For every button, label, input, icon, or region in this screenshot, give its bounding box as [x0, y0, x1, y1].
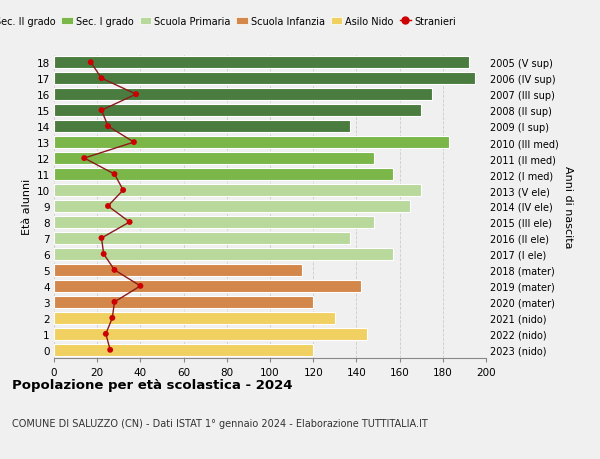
Bar: [54, 185, 421, 197]
Point: [97, 75, 106, 83]
Bar: [54, 200, 410, 213]
Point: [110, 171, 119, 179]
Point: [118, 187, 128, 194]
Point: [99, 251, 109, 258]
Point: [97, 107, 106, 115]
Bar: [54, 73, 475, 85]
Bar: [54, 121, 350, 133]
Bar: [54, 264, 302, 276]
Bar: [54, 168, 393, 181]
Point: [107, 314, 117, 322]
Bar: [54, 152, 374, 165]
Bar: [54, 312, 335, 325]
Point: [110, 267, 119, 274]
Point: [86, 59, 95, 67]
Bar: [54, 296, 313, 308]
Bar: [54, 216, 374, 229]
Point: [103, 203, 113, 210]
Point: [129, 139, 139, 146]
Point: [131, 91, 141, 99]
Point: [103, 123, 113, 130]
Bar: [54, 232, 350, 245]
Point: [106, 347, 115, 354]
Y-axis label: Anni di nascita: Anni di nascita: [563, 165, 573, 248]
Point: [97, 235, 106, 242]
Bar: [54, 328, 367, 340]
Point: [79, 155, 89, 162]
Bar: [54, 57, 469, 69]
Point: [110, 298, 119, 306]
Text: Popolazione per età scolastica - 2024: Popolazione per età scolastica - 2024: [12, 379, 293, 392]
Point: [136, 283, 145, 290]
Bar: [54, 280, 361, 292]
Bar: [54, 89, 432, 101]
Text: COMUNE DI SALUZZO (CN) - Dati ISTAT 1° gennaio 2024 - Elaborazione TUTTITALIA.IT: COMUNE DI SALUZZO (CN) - Dati ISTAT 1° g…: [12, 418, 428, 428]
Point: [101, 330, 110, 338]
Point: [125, 219, 134, 226]
Bar: [54, 137, 449, 149]
Bar: [54, 105, 421, 117]
Bar: [54, 248, 393, 261]
Legend: Sec. II grado, Sec. I grado, Scuola Primaria, Scuola Infanzia, Asilo Nido, Stran: Sec. II grado, Sec. I grado, Scuola Prim…: [0, 13, 460, 31]
Bar: [54, 344, 313, 356]
Y-axis label: Età alunni: Età alunni: [22, 179, 32, 235]
